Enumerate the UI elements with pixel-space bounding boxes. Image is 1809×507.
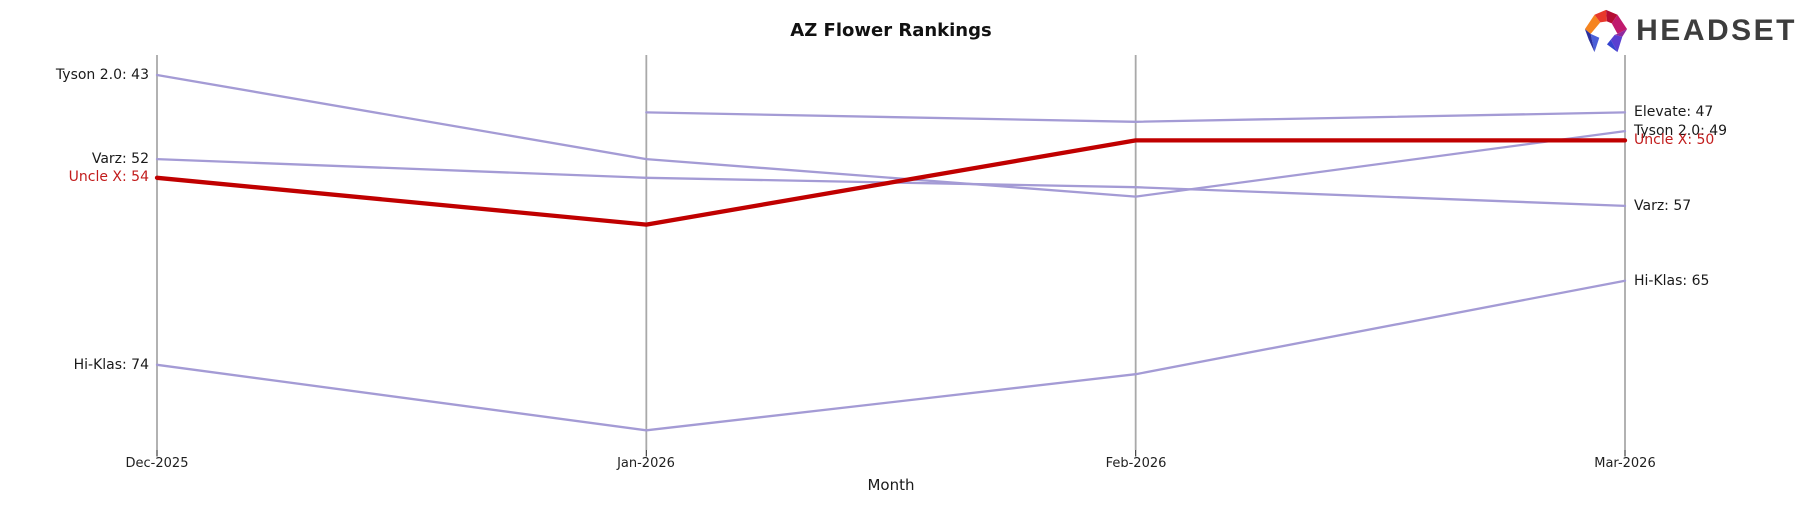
headset-logo-text: HEADSET (1636, 14, 1797, 47)
headset-logo: HEADSET (1583, 8, 1797, 54)
x-tick-mar-2026: Mar-2026 (1594, 456, 1656, 471)
label-left-tyson: Tyson 2.0: 43 (55, 67, 149, 83)
series-line-elevate (645, 111, 1627, 123)
series-line-tyson-2-0 (155, 73, 1627, 198)
x-tick-dec-2025: Dec-2025 (125, 456, 189, 471)
label-right-varz: Varz: 57 (1634, 198, 1692, 214)
label-left-uncle-x: Uncle X: 54 (68, 169, 149, 185)
label-right-tyson: Tyson 2.0: 49 (1634, 123, 1728, 139)
x-axis-title: Month (867, 476, 915, 494)
chart-title: AZ Flower Rankings (790, 20, 992, 41)
label-left-hi-klas: Hi-Klas: 74 (73, 357, 149, 373)
label-left-varz: Varz: 52 (91, 151, 149, 167)
x-tick-feb-2026: Feb-2026 (1105, 456, 1167, 471)
label-right-uncle-x: Uncle X: 50 (1634, 132, 1715, 148)
x-tick-jan-2026: Jan-2026 (617, 456, 675, 471)
headset-logo-icon (1585, 9, 1628, 53)
series-line-uncle-x (154, 138, 1628, 227)
label-right-elevate: Elevate: 47 (1634, 104, 1714, 120)
series-line-hi-klas (155, 279, 1627, 432)
label-right-hi-klas: Hi-Klas: 65 (1634, 273, 1710, 289)
